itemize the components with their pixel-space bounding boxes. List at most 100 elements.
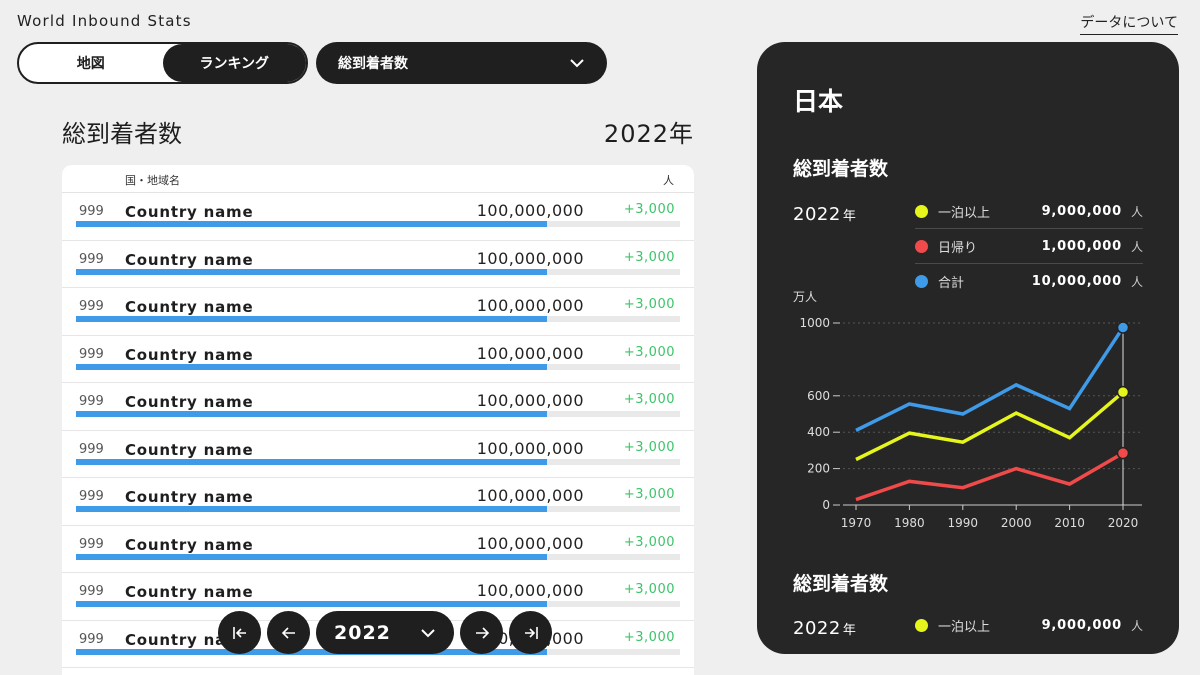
row-rank: 999 <box>79 394 104 409</box>
legend-row: 日帰り 1,000,000 人 <box>915 229 1143 264</box>
detail-year-number: 2022 <box>793 204 841 225</box>
table-row[interactable]: 999 Country name 100,000,000 +3,000 <box>62 241 694 288</box>
first-year-button[interactable] <box>218 611 261 654</box>
legend-label: 一泊以上 <box>938 620 991 635</box>
series-point <box>1116 321 1130 334</box>
arrow-right-icon <box>475 626 489 639</box>
header-unit: 人 <box>663 174 674 187</box>
row-country-name: Country name <box>125 203 254 221</box>
row-value: 100,000,000 <box>476 296 584 315</box>
ranking-view-button[interactable]: ランキング <box>162 44 306 82</box>
row-bar-track <box>76 363 680 370</box>
row-diff: +3,000 <box>623 297 675 312</box>
row-bar-track <box>76 268 680 275</box>
row-bar-track <box>76 601 680 607</box>
x-tick-label: 2000 <box>1001 516 1032 530</box>
table-row[interactable]: 999 Country name 100,000,000 +3,000 <box>62 193 694 241</box>
country-detail-panel: 日本 総到着者数 2022 年 一泊以上 9,000,000 人日帰り 1,000,00… <box>757 42 1179 654</box>
detail-year: 2022 年 <box>793 204 856 225</box>
legend-label: 日帰り <box>938 240 978 256</box>
row-value: 100,000,000 <box>476 438 584 458</box>
detail-year-2: 2022 年 <box>793 618 856 639</box>
series-point <box>1116 385 1130 399</box>
row-bar-track <box>76 458 680 465</box>
y-tick-label: 0 <box>822 498 830 512</box>
row-bar-fill <box>76 221 548 227</box>
table-row[interactable]: 999 Country name 100,000,000 +3,000 <box>62 573 694 621</box>
row-rank: 999 <box>79 251 104 267</box>
next-year-button[interactable] <box>460 611 503 654</box>
chevron-down-icon <box>570 59 584 68</box>
detail-year-suffix: 年 <box>842 623 857 638</box>
row-rank: 999 <box>79 584 104 599</box>
legend-unit: 人 <box>1130 204 1143 219</box>
row-diff: +3,000 <box>623 344 675 360</box>
row-diff: +3,000 <box>623 629 675 645</box>
legend-label: 合計 <box>938 276 965 291</box>
row-bar-fill <box>76 411 548 417</box>
row-diff: +3,000 <box>623 487 675 502</box>
y-axis-label: 万人 <box>793 290 817 304</box>
series-line <box>855 326 1125 432</box>
legend-value: 10,000,000 <box>1031 274 1122 289</box>
ranking-table: 国・地域名 人 999 Country name 100,000,000 +3,000… <box>62 165 694 675</box>
row-diff: +3,000 <box>623 439 675 455</box>
row-rank: 999 <box>79 299 104 314</box>
row-diff: +3,000 <box>623 582 675 597</box>
row-value: 100,000,000 <box>476 581 584 600</box>
row-bar-track <box>76 506 680 512</box>
row-rank: 999 <box>79 346 104 362</box>
ranking-year: 2022年 <box>603 120 694 148</box>
last-page-icon <box>524 626 538 639</box>
series-line <box>855 451 1124 502</box>
row-diff: +3,000 <box>623 392 675 407</box>
row-diff: +3,000 <box>623 202 675 217</box>
row-bar-fill <box>76 601 548 607</box>
arrow-left-icon <box>281 626 295 639</box>
legend-value: 9,000,000 <box>1041 203 1122 219</box>
about-data-link[interactable]: データについて <box>1080 12 1178 35</box>
row-value: 100,000,000 <box>476 343 584 363</box>
row-rank: 999 <box>79 489 104 504</box>
app-title: World Inbound Stats <box>17 12 192 30</box>
metric-select-value: 総到着者数 <box>338 56 408 72</box>
table-row[interactable]: 999 Country name 100,000,000 +3,000 <box>62 336 694 383</box>
table-row[interactable]: 999 Country name 100,000,000 +3,000 <box>62 526 694 573</box>
view-toggle: 地図 ランキング <box>17 42 308 84</box>
row-bar-track <box>76 316 680 322</box>
x-tick-label: 1970 <box>841 516 872 530</box>
table-row[interactable]: 999 Country name 100,000,000 +3,000 <box>62 431 694 478</box>
table-row[interactable]: 999 Country name 100,000,000 +3,000 <box>62 478 694 526</box>
map-view-button[interactable]: 地図 <box>76 56 105 72</box>
row-country-name: Country name <box>125 440 254 459</box>
row-bar-fill <box>76 506 548 512</box>
row-country-name: Country name <box>125 583 254 601</box>
detail-year-suffix: 年 <box>842 209 857 224</box>
legend-row: 一泊以上 9,000,000 人 <box>915 194 1143 229</box>
header-name: 国・地域名 <box>125 174 180 187</box>
y-tick-label: 600 <box>807 389 830 403</box>
row-country-name: Country name <box>125 298 254 316</box>
legend-value: 9,000,000 <box>1041 618 1122 633</box>
y-tick-label: 1000 <box>799 316 830 330</box>
last-year-button[interactable] <box>509 611 552 654</box>
row-country-name: Country name <box>125 488 254 506</box>
table-row[interactable]: 999 Country name 100,000,000 +3,000 <box>62 288 694 336</box>
legend-row: 合計 10,000,000 人 <box>915 264 1143 299</box>
row-bar-fill <box>76 553 548 560</box>
year-navigation: 2022 <box>218 611 552 654</box>
line-chart: 万人 0 200 400 600 1000 1970 1980 1990 2000 2010 202… <box>793 290 1142 530</box>
metric-select[interactable]: 総到着者数 <box>316 42 607 84</box>
row-diff: +3,000 <box>623 249 675 265</box>
legend-dot <box>915 239 928 253</box>
row-bar-fill <box>76 458 548 465</box>
row-rank: 999 <box>79 441 104 457</box>
table-header: 国・地域名 人 <box>62 165 694 193</box>
country-name: 日本 <box>793 87 844 116</box>
y-tick-label: 200 <box>807 462 830 476</box>
table-row[interactable]: 999 Country name 100,000,000 +3,000 <box>62 383 694 431</box>
row-rank: 999 <box>79 631 104 647</box>
year-select[interactable]: 2022 <box>316 611 454 654</box>
legend-unit: 人 <box>1130 239 1143 254</box>
prev-year-button[interactable] <box>267 611 310 654</box>
